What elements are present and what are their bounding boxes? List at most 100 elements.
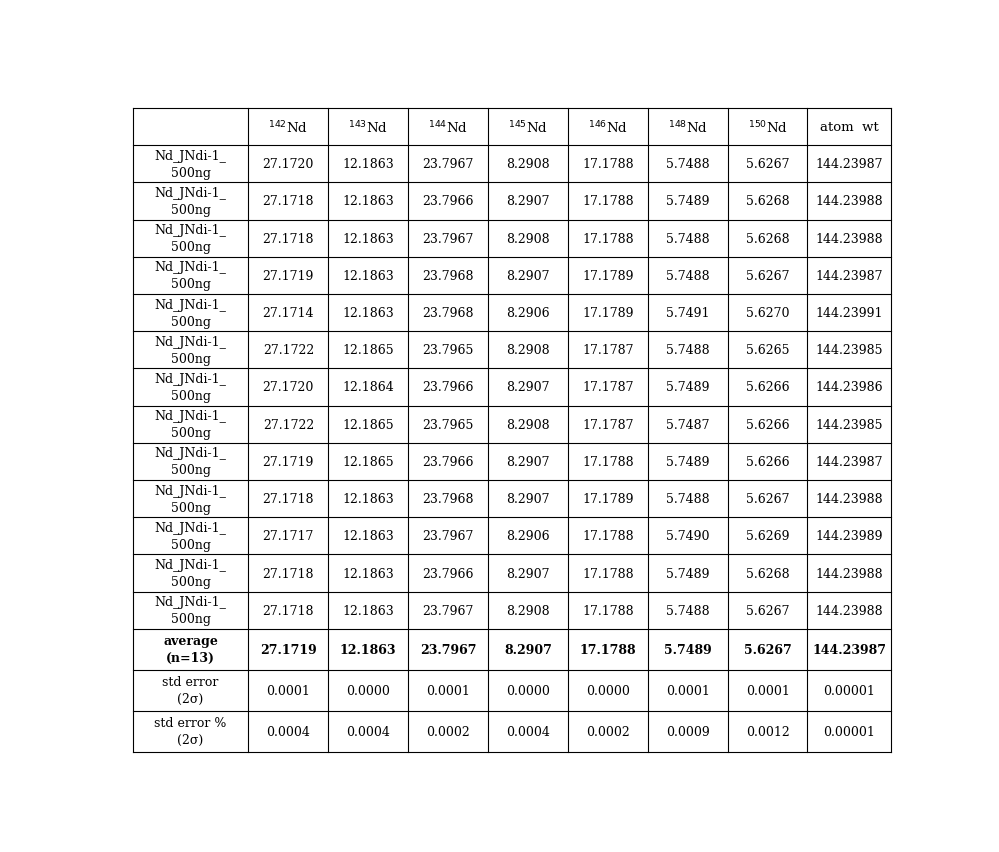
Text: 23.7968: 23.7968 [423,269,474,283]
Text: 17.1788: 17.1788 [582,455,633,469]
Text: 0.00001: 0.00001 [823,684,875,697]
Text: 144.23987: 144.23987 [815,158,883,171]
Text: 0.0002: 0.0002 [427,725,470,738]
Text: 144.23988: 144.23988 [815,567,883,580]
Text: 27.1720: 27.1720 [263,158,314,171]
Text: 23.7968: 23.7968 [423,307,474,320]
Text: 8.2907: 8.2907 [506,567,549,580]
Text: 23.7966: 23.7966 [423,567,474,580]
Text: 8.2907: 8.2907 [506,195,549,208]
Text: 5.6265: 5.6265 [746,344,789,357]
Text: 0.0004: 0.0004 [347,725,391,738]
Text: Nd_JNdi-1_
500ng: Nd_JNdi-1_ 500ng [155,372,227,402]
Text: 8.2908: 8.2908 [506,418,549,431]
Text: 144.23991: 144.23991 [815,307,883,320]
Text: Nd_JNdi-1_
500ng: Nd_JNdi-1_ 500ng [155,224,227,254]
Text: 12.1864: 12.1864 [343,381,394,394]
Text: $^{143}$Nd: $^{143}$Nd [349,119,389,135]
Text: 27.1718: 27.1718 [263,492,314,505]
Text: 5.6270: 5.6270 [746,307,789,320]
Text: 17.1787: 17.1787 [582,381,633,394]
Text: std error
(2σ): std error (2σ) [162,676,219,705]
Text: 144.23985: 144.23985 [815,344,883,357]
Text: $^{150}$Nd: $^{150}$Nd [747,119,787,135]
Text: Nd_JNdi-1_
500ng: Nd_JNdi-1_ 500ng [155,187,227,216]
Text: 23.7967: 23.7967 [423,233,474,245]
Text: 12.1865: 12.1865 [343,455,394,469]
Text: 8.2906: 8.2906 [506,307,549,320]
Text: 8.2908: 8.2908 [506,344,549,357]
Text: Nd_JNdi-1_
500ng: Nd_JNdi-1_ 500ng [155,261,227,291]
Text: 12.1865: 12.1865 [343,418,394,431]
Text: 5.7490: 5.7490 [666,530,709,543]
Text: 5.6267: 5.6267 [746,158,789,171]
Text: 5.6266: 5.6266 [745,455,789,469]
Text: 17.1788: 17.1788 [582,195,633,208]
Text: 5.7491: 5.7491 [666,307,709,320]
Text: 27.1722: 27.1722 [263,418,314,431]
Text: 23.7968: 23.7968 [423,492,474,505]
Text: 8.2907: 8.2907 [506,269,549,283]
Text: 0.0012: 0.0012 [745,725,789,738]
Text: 23.7967: 23.7967 [420,643,477,656]
Text: 27.1717: 27.1717 [263,530,314,543]
Text: 5.7488: 5.7488 [666,269,709,283]
Text: 0.00001: 0.00001 [823,725,875,738]
Text: 8.2908: 8.2908 [506,604,549,617]
Text: $^{145}$Nd: $^{145}$Nd [508,119,547,135]
Text: 12.1863: 12.1863 [343,492,394,505]
Text: 8.2907: 8.2907 [504,643,551,656]
Text: 5.7487: 5.7487 [666,418,709,431]
Text: 5.6267: 5.6267 [746,269,789,283]
Text: 8.2906: 8.2906 [506,530,549,543]
Text: 17.1787: 17.1787 [582,418,633,431]
Text: 27.1718: 27.1718 [263,604,314,617]
Text: 17.1788: 17.1788 [582,233,633,245]
Text: 5.7489: 5.7489 [666,455,709,469]
Text: 5.6268: 5.6268 [745,233,789,245]
Text: 27.1714: 27.1714 [263,307,314,320]
Text: 23.7967: 23.7967 [423,604,474,617]
Text: 0.0001: 0.0001 [745,684,789,697]
Text: 17.1788: 17.1788 [582,567,633,580]
Text: 17.1788: 17.1788 [579,643,636,656]
Text: 23.7966: 23.7966 [423,195,474,208]
Text: 144.23989: 144.23989 [815,530,883,543]
Text: 17.1788: 17.1788 [582,604,633,617]
Text: $^{144}$Nd: $^{144}$Nd [429,119,469,135]
Text: 5.6267: 5.6267 [746,604,789,617]
Text: 12.1863: 12.1863 [343,530,394,543]
Text: Nd_JNdi-1_
500ng: Nd_JNdi-1_ 500ng [155,484,227,514]
Text: 0.0000: 0.0000 [347,684,391,697]
Text: 12.1863: 12.1863 [343,604,394,617]
Text: 27.1718: 27.1718 [263,195,314,208]
Text: 23.7967: 23.7967 [423,158,474,171]
Text: 27.1719: 27.1719 [263,269,314,283]
Text: Nd_JNdi-1_
500ng: Nd_JNdi-1_ 500ng [155,521,227,551]
Text: 17.1787: 17.1787 [582,344,633,357]
Text: Nd_JNdi-1_
500ng: Nd_JNdi-1_ 500ng [155,336,227,366]
Text: 0.0001: 0.0001 [665,684,709,697]
Text: 5.7489: 5.7489 [663,643,711,656]
Text: 27.1719: 27.1719 [260,643,317,656]
Text: 12.1863: 12.1863 [343,158,394,171]
Text: 0.0001: 0.0001 [427,684,471,697]
Text: 17.1789: 17.1789 [582,269,633,283]
Text: 0.0004: 0.0004 [506,725,549,738]
Text: 23.7965: 23.7965 [423,418,474,431]
Text: 5.6267: 5.6267 [746,492,789,505]
Text: 144.23985: 144.23985 [815,418,883,431]
Text: 5.6266: 5.6266 [745,381,789,394]
Text: 8.2907: 8.2907 [506,381,549,394]
Text: 17.1788: 17.1788 [582,158,633,171]
Text: Nd_JNdi-1_
500ng: Nd_JNdi-1_ 500ng [155,596,227,625]
Text: 23.7965: 23.7965 [423,344,474,357]
Text: 144.23987: 144.23987 [812,643,886,656]
Text: 8.2908: 8.2908 [506,233,549,245]
Text: 5.7488: 5.7488 [666,233,709,245]
Text: 8.2908: 8.2908 [506,158,549,171]
Text: 5.7489: 5.7489 [666,567,709,580]
Text: std error %
(2σ): std error % (2σ) [154,717,227,746]
Text: 0.0002: 0.0002 [586,725,629,738]
Text: 0.0000: 0.0000 [585,684,629,697]
